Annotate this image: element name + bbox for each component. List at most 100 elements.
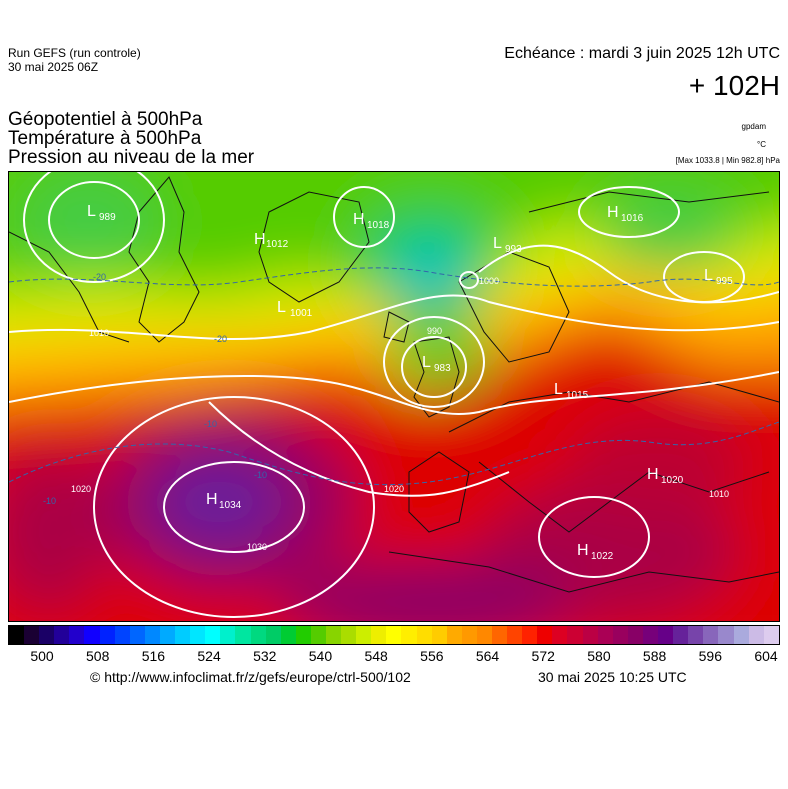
low-letter: L bbox=[554, 381, 563, 398]
color-scale-swatch bbox=[356, 626, 372, 644]
color-scale-tick-label: 604 bbox=[754, 648, 778, 664]
high-value: 1034 bbox=[219, 500, 242, 511]
color-scale-swatch bbox=[642, 626, 659, 644]
color-scale-swatch bbox=[325, 626, 342, 644]
isotherm-labels: -20 -10 -10 -20 -10 bbox=[43, 272, 267, 506]
isotherm-label: -20 bbox=[214, 334, 227, 344]
geopotential-field bbox=[9, 172, 779, 621]
map-title-block: Géopotentiel à 500hPa Température à 500h… bbox=[8, 110, 254, 167]
run-date: 30 mai 2025 06Z bbox=[8, 60, 99, 74]
generation-timestamp: 30 mai 2025 10:25 UTC bbox=[538, 669, 687, 685]
title-temperature: Température à 500hPa bbox=[8, 128, 202, 149]
color-scale-swatch bbox=[175, 626, 191, 644]
color-scale-swatch bbox=[144, 626, 160, 644]
color-scale-swatch bbox=[220, 626, 236, 644]
color-scale-swatch bbox=[310, 626, 326, 644]
units-block: gpdam °C bbox=[742, 122, 766, 150]
title-geopotential: Géopotentiel à 500hPa bbox=[8, 109, 203, 130]
color-scale-swatch bbox=[446, 626, 462, 644]
unit-temperature: °C bbox=[757, 140, 766, 149]
color-scale-swatch bbox=[612, 626, 628, 644]
isobar-label: 1000 bbox=[479, 276, 499, 286]
isobar-label: 1010 bbox=[709, 489, 729, 499]
color-scale-swatch bbox=[718, 626, 734, 644]
low-value: 1015 bbox=[566, 390, 589, 401]
color-scale-swatch bbox=[295, 626, 311, 644]
color-scale-tick-label: 532 bbox=[253, 648, 277, 664]
color-scale-tick-label: 524 bbox=[197, 648, 221, 664]
high-letter: H bbox=[254, 231, 266, 248]
color-scale-swatch bbox=[54, 626, 70, 644]
color-scale-tick-label: 580 bbox=[587, 648, 611, 664]
weather-map-canvas: L 989 H 1018 H 1012 L 993 H 1016 L 995 L… bbox=[9, 172, 779, 621]
color-scale-swatch bbox=[265, 626, 281, 644]
high-letter: H bbox=[353, 211, 365, 228]
color-scale-swatch bbox=[507, 626, 523, 644]
forecast-lead-time: + 102H bbox=[688, 70, 780, 101]
color-scale-tick-label: 540 bbox=[308, 648, 333, 664]
color-scale-swatch bbox=[99, 626, 115, 644]
low-letter: L bbox=[422, 354, 431, 371]
color-scale-swatch bbox=[39, 626, 55, 644]
color-scale-swatch bbox=[9, 626, 25, 644]
low-letter: L bbox=[277, 299, 286, 316]
low-letter: L bbox=[704, 267, 713, 284]
color-scale-ticks: 500 508 516 524 532 540 548 556 564 572 580 588 596 6… bbox=[8, 648, 780, 666]
high-value: 1016 bbox=[621, 213, 644, 224]
color-scale-swatch bbox=[763, 626, 779, 644]
isobars bbox=[9, 172, 779, 618]
color-scale-swatch bbox=[371, 626, 387, 644]
color-scale-swatch bbox=[129, 626, 145, 644]
color-scale-tick-label: 556 bbox=[420, 648, 444, 664]
source-credit: © http://www.infoclimat.fr/z/gefs/europe… bbox=[90, 669, 411, 685]
low-letter: L bbox=[493, 235, 502, 252]
color-scale-swatch bbox=[688, 626, 704, 644]
isotherm-label: -10 bbox=[204, 419, 217, 429]
high-letter: H bbox=[577, 542, 589, 559]
high-value: 1020 bbox=[661, 475, 684, 486]
color-scale-tick-label: 572 bbox=[531, 648, 555, 664]
color-scale-tick-label: 548 bbox=[364, 648, 388, 664]
isobar-labels: 1000 1010 1020 1030 990 1010 1020 bbox=[71, 276, 729, 552]
color-scale-swatch bbox=[476, 626, 492, 644]
color-scale-swatch bbox=[24, 626, 40, 644]
isobar-label: 990 bbox=[427, 326, 442, 336]
color-scale-tick-label: 596 bbox=[698, 648, 722, 664]
color-scale-swatch bbox=[341, 626, 357, 644]
color-scale-swatch bbox=[401, 626, 417, 644]
color-scale-swatch bbox=[567, 626, 583, 644]
isobar-label: 1020 bbox=[71, 484, 91, 494]
color-scale-swatch bbox=[190, 626, 206, 644]
low-value: 1001 bbox=[290, 308, 313, 319]
color-scale-swatch bbox=[235, 626, 251, 644]
forecast-valid-time: Echéance : mardi 3 juin 2025 12h UTC bbox=[504, 45, 780, 62]
color-scale-swatch bbox=[461, 626, 477, 644]
unit-geopotential: gpdam bbox=[741, 122, 766, 131]
low-value: 995 bbox=[716, 276, 733, 287]
run-model: Run GEFS (run controle) bbox=[8, 46, 141, 60]
color-scale-swatch bbox=[597, 626, 613, 644]
title-pressure: Pression au niveau de la mer bbox=[8, 147, 255, 168]
high-value: 1022 bbox=[591, 551, 614, 562]
color-scale-swatch bbox=[280, 626, 296, 644]
color-scale-swatch bbox=[703, 626, 719, 644]
color-scale-swatch bbox=[552, 626, 568, 644]
color-scale-swatch bbox=[658, 626, 674, 644]
low-letter: L bbox=[87, 203, 96, 220]
color-scale-swatch bbox=[537, 626, 553, 644]
color-scale-swatch bbox=[492, 626, 508, 644]
isotherm-label: -20 bbox=[93, 272, 106, 282]
color-scale-swatch bbox=[69, 626, 85, 644]
high-letter: H bbox=[647, 466, 659, 483]
isotherms bbox=[9, 267, 779, 486]
isotherm-label: -10 bbox=[43, 496, 56, 506]
isobar-label: 1010 bbox=[89, 328, 109, 338]
color-scale-swatch bbox=[627, 626, 643, 644]
isobar-label: 1030 bbox=[247, 542, 267, 552]
color-scale-swatch bbox=[431, 626, 447, 644]
color-scale-tick-label: 500 bbox=[30, 648, 54, 664]
color-scale-tick-label: 564 bbox=[475, 648, 500, 664]
color-scale-swatch bbox=[748, 626, 764, 644]
color-scale-swatch bbox=[733, 626, 749, 644]
high-letter: H bbox=[206, 491, 218, 508]
